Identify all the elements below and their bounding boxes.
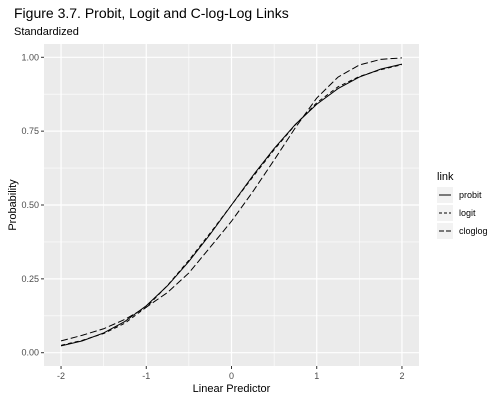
- y-tick-label: 0.25: [21, 274, 39, 284]
- legend-key: [437, 223, 453, 239]
- legend-title: link: [437, 171, 454, 183]
- y-axis: 0.00 0.25 0.50 0.75 1.00: [21, 52, 44, 358]
- y-tick-label: 1.00: [21, 52, 39, 62]
- legend-label-cloglog: cloglog: [459, 226, 488, 236]
- legend-label-probit: probit: [459, 190, 482, 200]
- chart-title: Figure 3.7. Probit, Logit and C-log-Log …: [14, 5, 289, 21]
- y-tick-label: 0.50: [21, 200, 39, 210]
- x-tick-label: 0: [229, 371, 234, 381]
- x-tick-label: 1: [314, 371, 319, 381]
- x-tick-label: 2: [399, 371, 404, 381]
- y-tick-label: 0.75: [21, 126, 39, 136]
- x-axis-title: Linear Predictor: [193, 383, 271, 395]
- chart-subtitle: Standardized: [14, 26, 79, 38]
- series-line-cloglog: [60, 57, 402, 342]
- x-tick-label: -1: [142, 371, 150, 381]
- series-line-logit: [60, 64, 403, 346]
- y-axis-title: Probability: [7, 179, 19, 231]
- y-tick-label: 0.00: [21, 348, 39, 358]
- x-tick-label: -2: [57, 371, 65, 381]
- x-axis: -2 -1 0 1 2: [57, 366, 404, 381]
- legend: link probit logit cloglog: [437, 171, 488, 239]
- series-layer: [60, 57, 403, 347]
- legend-label-logit: logit: [459, 208, 476, 218]
